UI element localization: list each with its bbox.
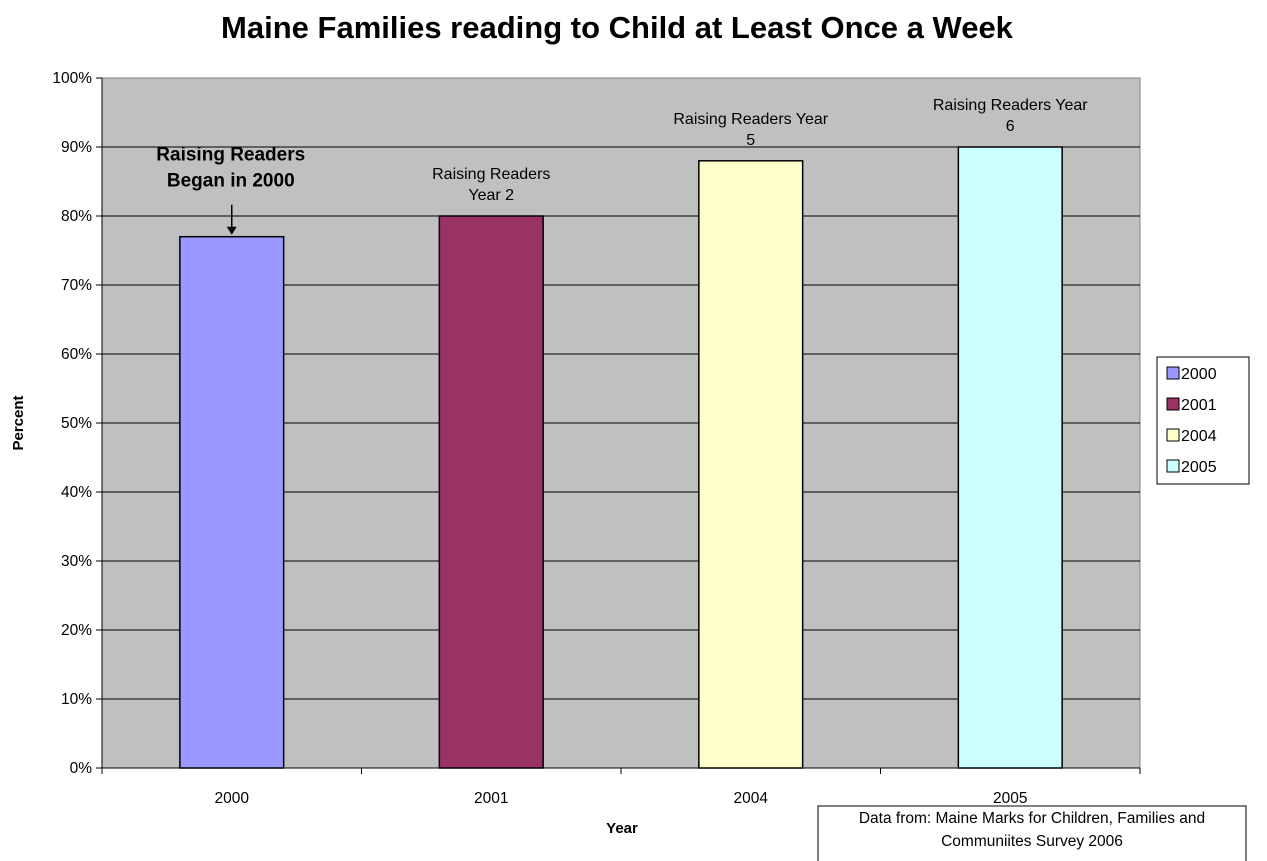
x-tick-label: 2004	[734, 790, 769, 807]
annotation-label: 6	[1006, 118, 1015, 135]
legend-swatch	[1166, 459, 1180, 473]
legend-swatch	[1166, 428, 1180, 442]
y-tick-label: 70%	[61, 277, 92, 294]
bar-2004	[698, 160, 804, 769]
x-axis-title: Year	[606, 820, 638, 837]
annotation-2004: Raising Readers Year 5	[673, 111, 828, 149]
y-tick-label: 90%	[61, 139, 92, 156]
annotation-label: Raising Readers	[432, 166, 550, 183]
y-tick-label: 40%	[61, 484, 92, 501]
annotation-2005: Raising Readers Year 6	[933, 97, 1088, 135]
legend-swatch	[1166, 366, 1180, 380]
x-tick-label: 2005	[993, 790, 1027, 807]
x-tick-label: 2001	[474, 790, 508, 807]
y-axis-title: Percent	[10, 395, 27, 450]
annotation-label: Raising Readers	[156, 145, 305, 166]
y-tick-label: 20%	[61, 622, 92, 639]
annotation-arrowhead	[226, 226, 237, 235]
bar-2005	[957, 146, 1063, 769]
legend-label: 2001	[1181, 397, 1217, 414]
y-tick-label: 50%	[61, 415, 92, 432]
y-tick-label: 30%	[61, 553, 92, 570]
bar-2000	[179, 235, 285, 769]
legend-label: 2004	[1181, 428, 1217, 445]
annotation-label: Raising Readers Year	[673, 111, 828, 128]
annotation-2001: Raising Readers Year 2	[432, 166, 550, 204]
source-text: Communiites Survey 2006	[941, 833, 1123, 850]
legend-label: 2000	[1181, 366, 1217, 383]
annotation-label: Raising Readers Year	[933, 97, 1088, 114]
annotation-label: Year 2	[468, 187, 514, 204]
bar-2001	[438, 215, 544, 769]
y-tick-label: 0%	[70, 760, 93, 777]
legend: 2000 2001 2004 2005	[1156, 356, 1250, 485]
annotation-label: Began in 2000	[167, 171, 295, 192]
annotation-label: 5	[746, 132, 755, 149]
source-text: Data from: Maine Marks for Children, Fam…	[859, 810, 1205, 827]
legend-swatch	[1166, 397, 1180, 411]
y-tick-label: 10%	[61, 691, 92, 708]
source-box	[817, 805, 1247, 861]
source-note: Data from: Maine Marks for Children, Fam…	[817, 805, 1247, 861]
y-tick-label: 80%	[61, 208, 92, 225]
x-tick-label: 2000	[215, 790, 250, 807]
y-tick-label: 60%	[61, 346, 92, 363]
y-tick-label: 100%	[52, 70, 92, 87]
legend-label: 2005	[1181, 459, 1217, 476]
chart-title: Maine Families reading to Child at Least…	[221, 10, 1014, 45]
annotation-2000: Raising Readers Began in 2000	[156, 145, 305, 235]
